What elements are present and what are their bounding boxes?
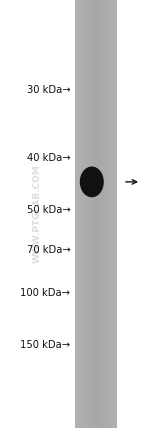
Text: 30 kDa→: 30 kDa→ bbox=[27, 85, 70, 95]
Bar bbox=[114, 0, 116, 428]
Bar bbox=[88, 0, 89, 428]
Bar bbox=[106, 0, 107, 428]
Bar bbox=[113, 0, 114, 428]
Text: 50 kDa→: 50 kDa→ bbox=[27, 205, 70, 215]
Bar bbox=[110, 0, 111, 428]
Text: 70 kDa→: 70 kDa→ bbox=[27, 245, 70, 256]
Bar bbox=[89, 0, 90, 428]
Text: 40 kDa→: 40 kDa→ bbox=[27, 153, 70, 163]
Bar bbox=[95, 0, 96, 428]
Ellipse shape bbox=[80, 166, 104, 197]
Bar bbox=[76, 0, 78, 428]
Bar bbox=[97, 0, 99, 428]
Bar bbox=[86, 0, 88, 428]
Bar bbox=[107, 0, 109, 428]
Bar bbox=[82, 0, 83, 428]
Bar bbox=[93, 0, 95, 428]
Text: WWW.PTGLAB.COM: WWW.PTGLAB.COM bbox=[33, 164, 42, 264]
Bar bbox=[116, 0, 117, 428]
Bar bbox=[111, 0, 113, 428]
Bar bbox=[102, 0, 103, 428]
Bar bbox=[83, 0, 85, 428]
Bar bbox=[96, 0, 97, 428]
Bar bbox=[99, 0, 100, 428]
Bar bbox=[79, 0, 81, 428]
Bar bbox=[75, 0, 76, 428]
Text: 100 kDa→: 100 kDa→ bbox=[21, 288, 70, 298]
Bar bbox=[85, 0, 86, 428]
Bar bbox=[75, 0, 117, 428]
Bar bbox=[100, 0, 102, 428]
Bar bbox=[109, 0, 110, 428]
Bar bbox=[81, 0, 82, 428]
Bar bbox=[103, 0, 104, 428]
Bar bbox=[104, 0, 106, 428]
Text: 150 kDa→: 150 kDa→ bbox=[20, 339, 70, 350]
Bar bbox=[90, 0, 92, 428]
Bar bbox=[78, 0, 79, 428]
Bar bbox=[92, 0, 93, 428]
